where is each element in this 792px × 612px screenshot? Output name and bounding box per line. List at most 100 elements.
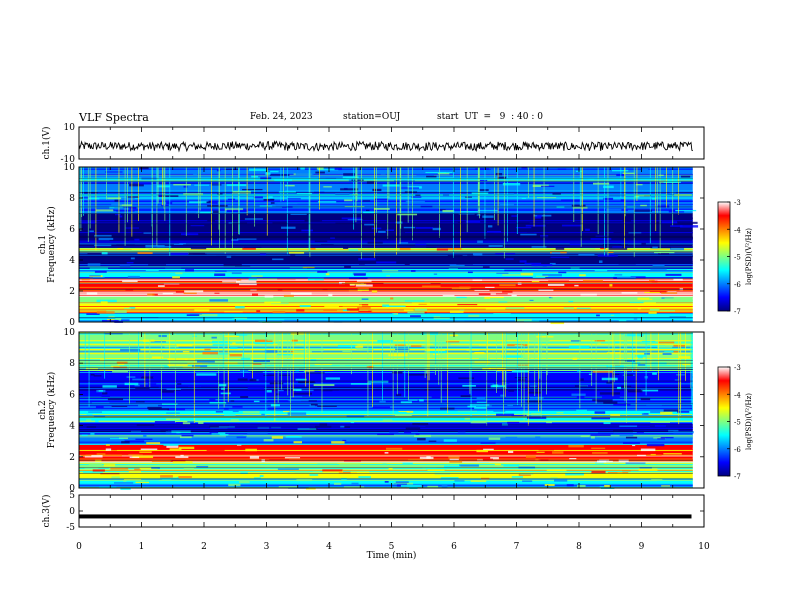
spectrogram-cell (249, 378, 257, 382)
spectrogram-cell (218, 384, 227, 387)
spectrogram-cell (597, 342, 601, 344)
spectrogram-cell (514, 377, 528, 379)
spectrogram-cell (227, 434, 244, 436)
spectrogram-cell (123, 478, 142, 480)
spectrogram-cell (422, 465, 437, 469)
spectrogram-cell (299, 305, 311, 308)
spectrogram-cell (574, 184, 584, 188)
spectrogram-cell (160, 476, 179, 480)
spectrogram-streak (79, 308, 693, 310)
spectrogram-cell (475, 405, 492, 407)
spectrogram-cell (668, 210, 685, 213)
spectrogram-cell (323, 309, 337, 312)
spectrogram-cell (209, 425, 229, 428)
spectrogram-cell (304, 219, 320, 222)
spectrogram-cell (441, 485, 448, 488)
spectrogram-cell (131, 248, 149, 250)
spectrogram-cell (157, 285, 165, 287)
spectrogram-cell (173, 389, 181, 392)
spectrogram-cell (532, 184, 549, 187)
spectrogram-cell (621, 292, 638, 294)
spectrogram-cell (620, 199, 626, 202)
spectrogram-cell (346, 308, 360, 311)
spectrogram-cell (481, 392, 494, 394)
spectrogram-cell (472, 279, 483, 282)
spectrogram-cell (463, 213, 485, 216)
spectrogram-streak (79, 398, 693, 401)
spectrogram-cell (418, 426, 426, 429)
spectrogram-cell (471, 192, 489, 195)
spectrogram-cell (250, 371, 263, 373)
spectrogram-streak (79, 412, 693, 414)
spectrogram-cell (209, 399, 216, 401)
x-axis-label: Time (min) (367, 550, 417, 561)
spectrogram-cell (436, 177, 453, 180)
spectrogram-cell (244, 218, 263, 220)
spectrogram-cell (651, 478, 663, 481)
spectrogram-cell (310, 403, 318, 406)
spectrogram-cell (165, 418, 180, 420)
spectrogram-cell (576, 307, 591, 309)
spectrogram-cell (131, 375, 142, 378)
spectrogram-cell (341, 217, 363, 220)
spectrogram-cell (207, 219, 215, 222)
spectrogram-cell (86, 292, 98, 295)
spectrogram-streak (79, 351, 693, 353)
spectrogram-cell (641, 168, 649, 171)
spectrogram-cell (277, 343, 296, 345)
spectrogram-streak (79, 310, 693, 312)
spectrogram-cell (134, 468, 141, 471)
spectrogram-cell (511, 476, 524, 478)
spectrogram-cell (84, 455, 103, 458)
spectrogram-cell (673, 344, 685, 347)
spectrogram-cell (362, 439, 376, 442)
spectrogram-streak (79, 441, 693, 443)
spectrogram-cell (661, 292, 678, 294)
spectrogram-cell (341, 282, 362, 285)
spectrogram-cell (407, 186, 422, 189)
spectrogram-cell (432, 353, 440, 356)
spectrogram-cell (619, 425, 638, 428)
spectrogram-cell (652, 264, 665, 267)
spectrogram-cell (571, 204, 586, 207)
spectrogram-cell (618, 459, 629, 462)
spectrogram-streak (79, 383, 693, 385)
spectrogram-streak (79, 303, 693, 305)
spectrogram-cell (161, 390, 174, 393)
spectrogram-cell (165, 300, 181, 302)
spectrogram-streak (79, 349, 693, 351)
spectrogram-streak (79, 414, 693, 416)
spectrogram-cell (264, 350, 278, 353)
spectrogram-cell (121, 441, 130, 444)
spectrogram-cell (537, 214, 542, 218)
spectrogram-cell (211, 184, 222, 186)
spectrogram-cell (107, 398, 124, 401)
spectrogram-cell (643, 302, 657, 304)
spectrogram-cell (236, 278, 242, 281)
spectrogram-cell (371, 290, 378, 293)
spectrogram-streak (79, 450, 693, 452)
spectrogram-cell (542, 265, 547, 267)
spectrogram-cell (598, 231, 606, 233)
spectrogram-cell (300, 400, 317, 402)
spectrogram-cell (213, 210, 220, 214)
spectrogram-cell (318, 258, 336, 262)
spectrogram-cell (225, 435, 247, 438)
spectrogram-cell (373, 208, 390, 210)
spectrogram-streak (79, 273, 693, 275)
spectrogram-cell (322, 469, 343, 472)
spectrogram-cell (166, 445, 179, 448)
spectrogram-cell (227, 198, 236, 201)
spectrogram-cell (603, 185, 614, 189)
spectrogram-cell (546, 469, 567, 472)
spectrogram-cell (638, 356, 643, 359)
spectrogram-cell (426, 351, 447, 354)
spectrogram-cell (482, 458, 493, 461)
y-tick-label: 10 (64, 328, 76, 338)
spectrogram-cell (525, 455, 536, 458)
spectrogram-cell (283, 294, 294, 297)
spectrogram-cell (309, 474, 319, 476)
spectrogram-streak (79, 200, 693, 202)
spectrogram-cell (467, 271, 473, 274)
spectrogram-cell (176, 344, 193, 347)
